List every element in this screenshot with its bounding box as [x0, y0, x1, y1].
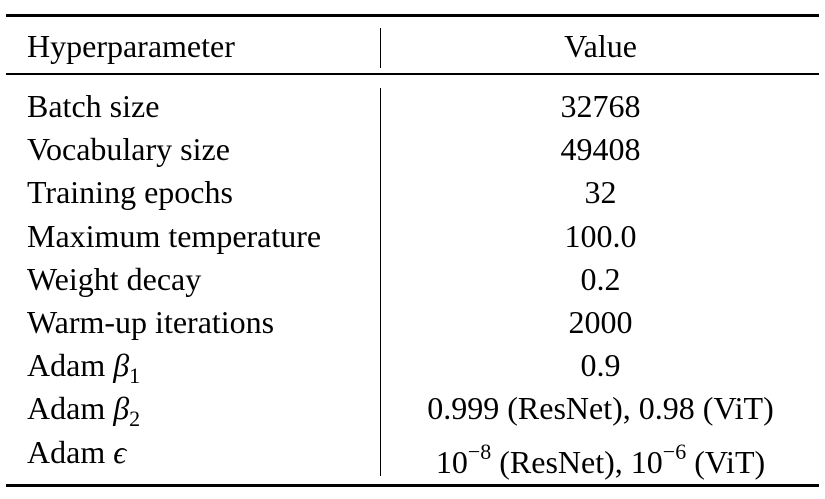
body-column-divider: [380, 88, 381, 476]
row-name: Adam β2: [27, 389, 140, 438]
table-top-rule: [6, 14, 819, 17]
header-column-divider: [380, 28, 381, 68]
header-hyperparameter: Hyperparameter: [27, 28, 235, 64]
power-base: 10: [630, 444, 663, 480]
row-value: 0.2: [580, 261, 621, 297]
row-name: Maximum temperature: [27, 218, 322, 254]
power-exponent: −8: [467, 439, 492, 464]
row-name: Adam ϵ: [27, 433, 126, 471]
row-value: 10−8 (ResNet), 10−6 (ViT): [382, 433, 819, 481]
beta-subscript: 2: [129, 406, 141, 431]
row-value: 32: [584, 174, 617, 210]
epsilon-symbol: ϵ: [113, 434, 127, 470]
row-name: Vocabulary size: [27, 131, 230, 167]
row-value: 0.9: [580, 347, 621, 383]
row-name: Warm-up iterations: [27, 304, 275, 340]
row-value: 49408: [560, 131, 641, 167]
row-name: Weight decay: [27, 261, 202, 297]
value-label: (ResNet),: [491, 444, 631, 480]
value-label: (ViT): [686, 444, 766, 480]
power-base: 10: [435, 444, 468, 480]
row-name-prefix: Adam: [27, 434, 114, 470]
beta-symbol: β: [113, 390, 130, 426]
beta-subscript: 1: [129, 363, 141, 388]
row-name: Training epochs: [27, 174, 233, 210]
row-name-prefix: Adam: [27, 347, 114, 383]
beta-symbol: β: [113, 347, 130, 383]
power-exponent: −6: [662, 439, 687, 464]
table-header-rule: [6, 73, 819, 75]
row-name: Adam β1: [27, 346, 140, 395]
row-value: 0.999 (ResNet), 0.98 (ViT): [427, 390, 774, 426]
table-bottom-rule: [6, 484, 819, 487]
row-name-prefix: Adam: [27, 390, 114, 426]
header-value: Value: [564, 28, 637, 64]
row-value: 2000: [568, 304, 633, 340]
row-value: 100.0: [564, 218, 637, 254]
row-value: 32768: [560, 88, 641, 124]
row-name: Batch size: [27, 88, 160, 124]
